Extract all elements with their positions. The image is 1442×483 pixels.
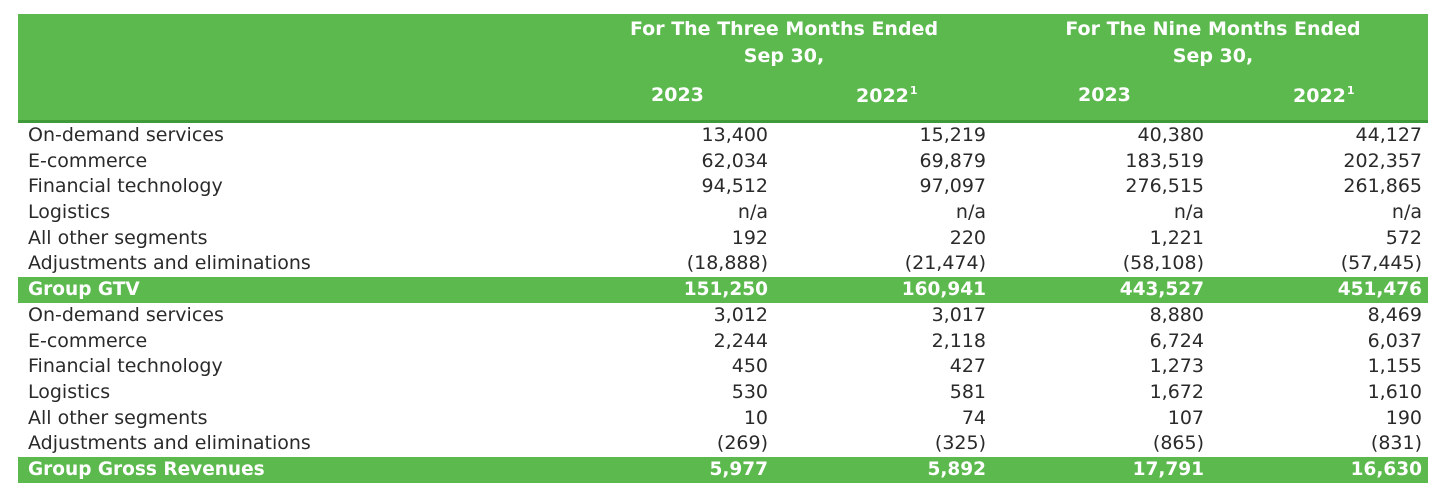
row-value: 1,155 [1367, 355, 1422, 378]
row-value: 1,672 [1149, 380, 1204, 403]
table-row: All other segments 10 74 107 190 [18, 406, 1428, 432]
nine-months-date: Sep 30, [1172, 45, 1254, 67]
row-value: 451,476 [1337, 279, 1422, 301]
row-value: 1,610 [1367, 380, 1422, 403]
row-value: (865) [1152, 432, 1204, 455]
row-label: E-commerce [28, 329, 148, 352]
row-value: 276,515 [1125, 175, 1204, 198]
row-value: 2,118 [931, 329, 986, 352]
row-value: 5,892 [927, 458, 986, 480]
row-value: 16,630 [1350, 458, 1422, 480]
row-value: 1,273 [1149, 355, 1204, 378]
table-row: On-demand services 3,012 3,017 8,880 8,469 [18, 303, 1428, 329]
row-value: 2,244 [713, 329, 768, 352]
table-row: Adjustments and eliminations (269) (325) (8… [18, 431, 1428, 457]
row-value: 8,469 [1367, 303, 1422, 326]
row-label: Adjustments and eliminations [28, 252, 311, 275]
row-value: 15,219 [919, 124, 986, 146]
row-label: Financial technology [28, 175, 223, 198]
year-header-2023-three: 2023 [651, 84, 704, 106]
row-value: (58,108) [1122, 252, 1204, 275]
row-value: 530 [731, 380, 768, 403]
row-label: On-demand services [28, 124, 224, 146]
row-value: n/a [1173, 201, 1204, 224]
row-value: 74 [961, 406, 986, 429]
table-row: Logistics n/a n/a n/a n/a [18, 200, 1428, 226]
row-label: Adjustments and eliminations [28, 432, 311, 455]
total-row: Group Gross Revenues 5,977 5,892 17,791 16,6… [18, 456, 1428, 483]
financial-table: For The Three Months Ended Sep 30, For T… [18, 14, 1428, 483]
year-header-2022-nine: 20221 [1293, 84, 1355, 107]
row-value: 107 [1167, 406, 1204, 429]
row-value: 160,941 [901, 279, 986, 301]
row-value: 581 [949, 380, 986, 403]
total-row: Group GTV 151,250 160,941 443,527 451,476 [18, 277, 1428, 303]
row-value: n/a [955, 201, 986, 224]
three-months-header: For The Three Months Ended Sep 30, [578, 16, 990, 70]
row-value: 6,037 [1367, 329, 1422, 352]
table-row: All other segments 192 220 1,221 572 [18, 226, 1428, 252]
row-value: 10 [743, 406, 768, 429]
footnote-marker: 1 [1346, 84, 1355, 97]
row-value: 8,880 [1149, 303, 1204, 326]
row-value: (57,445) [1340, 252, 1422, 275]
row-label: Group GTV [28, 279, 140, 301]
row-label: All other segments [28, 406, 208, 429]
year-header-2022-three: 20221 [856, 84, 918, 107]
year-header-2023-nine: 2023 [1078, 84, 1131, 106]
row-label: E-commerce [28, 149, 148, 172]
row-label: All other segments [28, 226, 208, 249]
row-value: (269) [716, 432, 768, 455]
three-months-title: For The Three Months Ended [629, 18, 939, 40]
row-value: 94,512 [701, 175, 768, 198]
row-value: 450 [731, 355, 768, 378]
row-value: 40,380 [1137, 124, 1204, 146]
row-value: 220 [949, 226, 986, 249]
row-value: 97,097 [919, 175, 986, 198]
row-value: 443,527 [1119, 279, 1204, 301]
table-row: E-commerce 2,244 2,118 6,724 6,037 [18, 329, 1428, 355]
nine-months-title: For The Nine Months Ended [1065, 18, 1361, 40]
row-value: 183,519 [1125, 149, 1204, 172]
table-row: Adjustments and eliminations (18,888) (21,… [18, 251, 1428, 277]
table-row: Financial technology 450 427 1,273 1,155 [18, 354, 1428, 380]
row-value: 3,017 [931, 303, 986, 326]
three-months-date: Sep 30, [743, 45, 825, 67]
row-label: Group Gross Revenues [28, 458, 265, 480]
table-row: E-commerce 62,034 69,879 183,519 202,357 [18, 149, 1428, 175]
row-value: 13,400 [701, 124, 768, 146]
row-value: 69,879 [919, 149, 986, 172]
row-label: Logistics [28, 380, 111, 403]
row-value: (831) [1370, 432, 1422, 455]
table-header: For The Three Months Ended Sep 30, For T… [18, 14, 1428, 123]
row-label: Financial technology [28, 355, 223, 378]
row-value: 192 [731, 226, 768, 249]
row-value: 151,250 [683, 279, 768, 301]
nine-months-header: For The Nine Months Ended Sep 30, [1008, 16, 1418, 70]
row-value: 572 [1385, 226, 1422, 249]
row-value: (21,474) [904, 252, 986, 275]
row-value: n/a [737, 201, 768, 224]
row-label: Logistics [28, 201, 111, 224]
row-value: 190 [1385, 406, 1422, 429]
row-value: 427 [949, 355, 986, 378]
row-value: n/a [1391, 201, 1422, 224]
row-value: (325) [934, 432, 986, 455]
footnote-marker: 1 [909, 84, 918, 97]
row-value: 3,012 [713, 303, 768, 326]
row-label: On-demand services [28, 303, 224, 326]
row-value: 62,034 [701, 149, 768, 172]
row-value: 17,791 [1132, 458, 1204, 480]
row-value: 1,221 [1149, 226, 1204, 249]
table-body: On-demand services 13,400 15,219 40,380 44,1… [18, 123, 1428, 483]
table-row: Financial technology 94,512 97,097 276,515 2… [18, 174, 1428, 200]
row-value: 44,127 [1355, 124, 1422, 146]
table-row: On-demand services 13,400 15,219 40,380 44,1… [18, 123, 1428, 149]
row-value: 261,865 [1343, 175, 1422, 198]
row-value: (18,888) [686, 252, 768, 275]
table-row: Logistics 530 581 1,672 1,610 [18, 380, 1428, 406]
row-value: 6,724 [1149, 329, 1204, 352]
row-value: 202,357 [1343, 149, 1422, 172]
row-value: 5,977 [709, 458, 768, 480]
